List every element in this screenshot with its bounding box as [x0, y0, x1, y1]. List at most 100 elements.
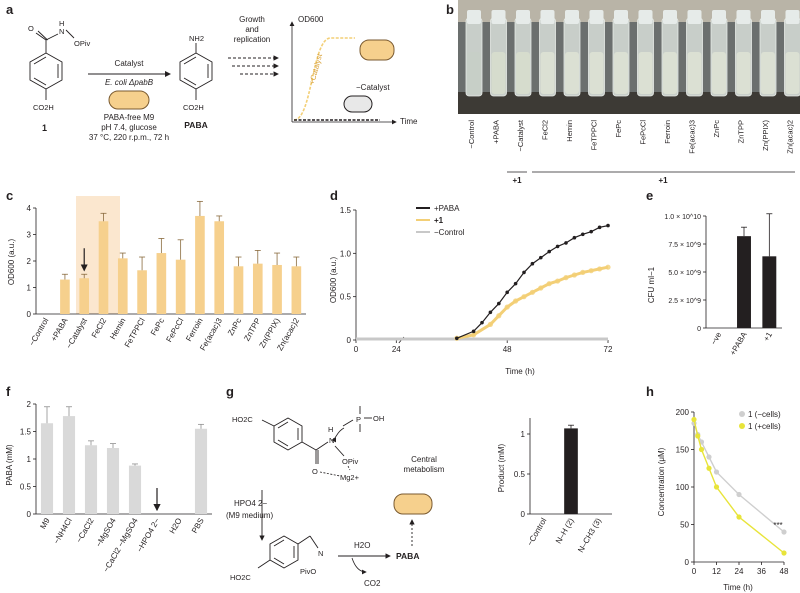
x-tick-label: 24	[392, 345, 401, 354]
y-tick-label: 100	[676, 483, 690, 492]
y-tick-label: 0	[27, 310, 32, 319]
panel-label-g: g	[226, 384, 234, 399]
bar	[84, 445, 98, 514]
series-fit-line	[456, 225, 609, 339]
y-tick-label: 1	[27, 455, 32, 464]
panel-d: 00.51.01.50 24 48 72 OD600 (a.u.) Time (h) …	[329, 204, 613, 376]
y-tick-label: 0.5	[340, 293, 352, 302]
y-tick-label: 150	[676, 446, 690, 455]
panel-h: 0 50 100 150 200 0 12 24 36 48 Concentration (μM)…	[657, 408, 789, 592]
bar	[272, 264, 282, 314]
plus-catalyst-label: +Catalyst	[307, 52, 324, 86]
g-h: H	[328, 425, 333, 434]
mechanism-scheme: HO2C N H OPiv O Mg2+ P OH HPO4 2− (M9 me…	[226, 406, 445, 588]
bar	[233, 266, 244, 314]
bar	[194, 428, 208, 514]
reactant-h: H	[59, 19, 64, 28]
h-significance: ***	[773, 521, 782, 530]
category-label: ZnTPP	[242, 317, 262, 343]
bacterium-icon	[108, 90, 150, 110]
tube-culture	[638, 52, 653, 94]
y-tick-label: 0	[27, 510, 32, 519]
y-tick-label: 50	[680, 521, 689, 530]
y-tick-label: 0	[347, 336, 352, 345]
g-paba: PABA	[396, 551, 419, 561]
time-axis-label: Time	[400, 117, 418, 126]
x-tick-label: 24	[735, 567, 744, 576]
panel-label-a: a	[6, 2, 14, 17]
tube-label: Ferroin	[663, 120, 672, 144]
panel-b: −Control +PABA −Catalyst FeCl2 Hemin FeTPPCl F…	[458, 0, 800, 185]
condition-1: PABA-free M9	[104, 113, 155, 122]
g-pivo: PivO	[300, 567, 316, 576]
y-tick-label: 200	[676, 408, 690, 417]
bar	[40, 423, 54, 514]
category-label: PBS	[190, 517, 206, 535]
tube-label: FeCl2	[541, 120, 550, 140]
tube-label: Zn(acac)2	[786, 120, 795, 154]
g-central-2: metabolism	[404, 465, 445, 474]
paba-name: PABA	[184, 120, 207, 130]
legend-compound-1: +1	[434, 216, 444, 225]
tube-cap	[565, 10, 579, 24]
e-ylabel: CFU ml−1	[647, 266, 656, 303]
x-tick-label: 48	[780, 567, 789, 576]
bar	[79, 278, 90, 314]
tube-culture	[712, 52, 726, 94]
x-tick-label: 48	[503, 345, 512, 354]
tube-cap	[736, 10, 751, 24]
reactant-opiv: OPiv	[74, 39, 91, 48]
tube-label: Fe(acac)3	[688, 120, 697, 154]
y-tick-label: 2	[27, 257, 32, 266]
grown-bacterium-icon	[359, 39, 395, 61]
category-label: Ferroin	[184, 317, 204, 343]
c-ylabel: OD600 (a.u.)	[7, 239, 16, 286]
reactant-structure: O N H OPiv CO2H 1	[28, 19, 91, 133]
tube-cap	[614, 10, 628, 24]
x-tick-label: 0	[692, 567, 697, 576]
g-ho2c-top: HO2C	[232, 415, 253, 424]
condition-2: pH 7.4, glucose	[101, 123, 157, 132]
tube-label: −Catalyst	[516, 119, 525, 151]
g-n: N	[329, 436, 334, 445]
tube-cap	[540, 10, 555, 24]
g-opiv: OPiv	[342, 457, 359, 466]
tube-cap	[516, 10, 530, 24]
series-line	[693, 419, 785, 554]
bar	[252, 263, 263, 314]
tube-culture	[761, 52, 775, 94]
y-tick-label: 2	[27, 400, 32, 409]
legend-plus-cells: 1 (+cells)	[748, 422, 781, 431]
category-label: N–CH3 (3)	[576, 516, 603, 554]
tube-label: FePcCl	[639, 120, 648, 145]
tube-cap	[712, 10, 726, 24]
y-tick-label: 1.0	[340, 249, 352, 258]
g-phosphate-p: P	[356, 415, 361, 424]
g-ho2c-bottom: HO2C	[230, 573, 251, 582]
panel-label-h: h	[646, 384, 654, 399]
bar-chart-g: 0 0.5 1 −Control N–H (2) N–CH3 (3)	[514, 418, 612, 554]
tube-cap	[663, 10, 677, 24]
y-tick-label: 5.0 × 10^9	[668, 270, 701, 277]
g-hpo4: HPO4 2−	[234, 499, 267, 508]
tube-cap	[589, 10, 604, 24]
growth-schematic: OD600 Time +Catalyst −Catalyst	[289, 15, 418, 126]
bar	[98, 221, 109, 314]
tube-cap	[491, 10, 506, 24]
panel-label-f: f	[6, 384, 11, 399]
panel-g: HO2C N H OPiv O Mg2+ P OH HPO4 2− (M9 me…	[226, 406, 612, 588]
bar	[156, 253, 167, 314]
condition-3: 37 °C, 220 r.p.m., 72 h	[89, 133, 169, 142]
y-tick-label: 1.0 × 10^10	[664, 214, 701, 221]
bar	[175, 259, 186, 314]
tube-labels: −Control +PABA −Catalyst FeCl2 Hemin FeTPPCl F…	[467, 119, 795, 154]
legend-control: −Control	[434, 228, 465, 237]
y-tick-label: 0	[697, 326, 701, 333]
line-chart-h: 0 50 100 150 200 0 12 24 36 48	[676, 408, 789, 576]
category-label: FeCl2	[90, 316, 109, 339]
tube-culture	[565, 52, 579, 94]
category-label: FePcCl	[164, 316, 185, 343]
bar-chart-e: 0 2.5 × 10^9 5.0 × 10^9 7.5 × 10^9 1.0 × 10^…	[664, 213, 782, 357]
panel-label-b: b	[446, 2, 454, 17]
